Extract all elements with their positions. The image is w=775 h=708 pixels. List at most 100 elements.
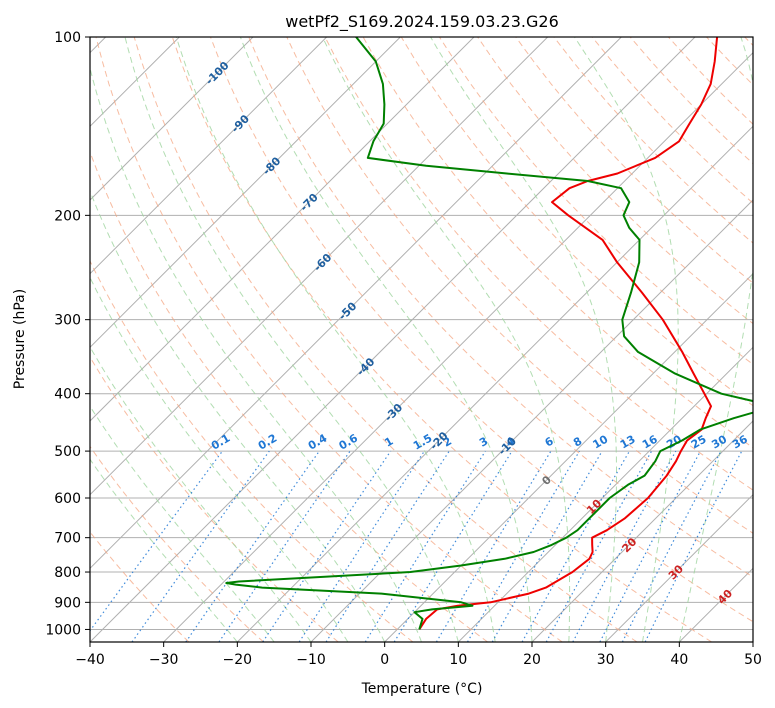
y-tick-label: 600 (54, 491, 81, 507)
plot-frame (89, 36, 754, 643)
dry-adiabat-line (171, 37, 712, 642)
dry-adiabat-line (90, 356, 339, 642)
x-tick-label: −30 (149, 652, 179, 668)
y-tick-label: 300 (54, 313, 81, 329)
mixing-ratio-label: 1 (382, 435, 395, 450)
x-tick-label: 50 (744, 652, 762, 668)
mixing-ratio-line (393, 450, 513, 642)
mixing-ratio-label: 8 (571, 435, 584, 450)
mixing-ratio-line (131, 450, 270, 642)
dry-adiabat-line (133, 37, 638, 642)
dry-adiabat-line (515, 37, 753, 284)
y-axis-title: Pressure (hPa) (12, 289, 28, 389)
y-tick-label: 400 (54, 387, 81, 403)
y-tick-label: 800 (54, 565, 81, 581)
dry-adiabat-line (90, 445, 264, 642)
x-tick-label: −10 (296, 652, 326, 668)
mixing-ratio-line (521, 450, 631, 642)
y-tick-label: 200 (54, 208, 81, 224)
mixing-ratio-line (185, 450, 320, 642)
moist-adiabat-line (90, 405, 275, 642)
moist-adiabat-line (322, 37, 571, 642)
isotherm-line (236, 125, 753, 642)
x-axis-title: Temperature (°C) (361, 681, 483, 697)
isotherm-line (457, 346, 753, 642)
thermodynamic-lines (90, 37, 753, 642)
mixing-ratio-label: 0.2 (256, 432, 279, 453)
dry-adiabat-line (324, 37, 753, 491)
isotherm-line (90, 37, 696, 642)
isotherm-line (384, 272, 753, 642)
background-grid (90, 37, 753, 642)
x-axis: −40 −30 −20 −10 0 10 20 30 40 50 (75, 642, 762, 668)
x-tick-label: 0 (380, 652, 389, 668)
isotherm-line (90, 37, 475, 422)
mixing-ratio-label: 10 (591, 432, 611, 451)
y-tick-label: 500 (54, 444, 81, 460)
dry-adiabat-line (744, 37, 753, 47)
moist-adiabat-line (90, 189, 386, 642)
moist-adiabat-line (678, 37, 753, 642)
mixing-ratio-line (466, 450, 580, 642)
mixing-ratio-line (90, 450, 223, 632)
isotherm-line (90, 37, 549, 496)
isotherm-label: -100 (203, 59, 232, 88)
mixing-ratio-line (298, 450, 425, 642)
mixing-ratio-label: 13 (618, 433, 638, 452)
isotherm-label: -90 (229, 112, 252, 135)
dry-adiabat-line (210, 37, 753, 623)
line-labels: 0.1 0.2 0.4 0.6 1 1.5 2 3 4 6 8 10 13 16 20 25 30 36-100-… (203, 59, 750, 607)
dry-adiabat-line (706, 37, 753, 86)
isotherm-line (163, 51, 753, 642)
mixing-ratio-line (644, 450, 743, 642)
dry-adiabat-line (553, 37, 753, 244)
x-tick-label: −40 (75, 652, 105, 668)
y-tick-label: 900 (54, 595, 81, 611)
mixing-ratio-line (435, 450, 552, 642)
isotherm-line (531, 420, 753, 642)
mixing-ratio-label: 16 (640, 432, 660, 451)
dry-adiabat-line (90, 531, 190, 642)
temperature-line (418, 37, 719, 630)
isotherm-line (90, 37, 254, 201)
moist-adiabat-line (124, 37, 459, 642)
isotherm-line (605, 493, 753, 642)
series-group (225, 37, 753, 630)
isotherm-label: -80 (260, 154, 283, 177)
mixing-ratio-label: 3 (477, 435, 490, 450)
moist-adiabat-line (90, 65, 422, 642)
y-axis: 100 200 300 400 500 600 700 800 900 1000 (45, 30, 90, 638)
mixing-ratio-line (599, 450, 702, 642)
dry-adiabat-line (591, 37, 753, 204)
x-tick-label: 20 (523, 652, 541, 668)
isotherm-line (90, 37, 328, 275)
mixing-ratio-label: 36 (730, 432, 750, 451)
dry-adiabat-line (90, 259, 414, 642)
moist-adiabat-line (90, 276, 349, 642)
dry-adiabat-line (438, 37, 753, 366)
isotherm-line (678, 567, 753, 642)
x-tick-label: 40 (670, 652, 688, 668)
mixing-ratio-label: 0.4 (306, 431, 330, 452)
y-tick-label: 100 (54, 30, 81, 46)
isotherm-line (752, 641, 753, 642)
mixing-ratio-line (325, 450, 450, 642)
y-tick-label: 1000 (45, 622, 81, 638)
mixing-ratio-line (262, 450, 392, 642)
moist-adiabat-line (90, 458, 238, 642)
moist-adiabat-line (175, 37, 496, 642)
y-tick-label: 700 (54, 531, 81, 547)
mixing-ratio-line (218, 450, 351, 642)
mixing-ratio-label: 0.1 (209, 432, 232, 453)
moist-adiabat-line (430, 37, 617, 642)
isotherm-label: -70 (298, 191, 321, 214)
isotherm-line (90, 37, 622, 570)
chart-title: wetPf2_S169.2024.159.03.23.G26 (285, 12, 559, 32)
x-tick-label: 30 (597, 652, 615, 668)
mixing-ratio-label: 30 (709, 432, 729, 451)
dry-adiabat-line (286, 37, 753, 534)
moist-adiabat-line (574, 37, 679, 642)
dry-adiabat-line (90, 150, 488, 642)
moist-adiabat-line (90, 345, 312, 642)
